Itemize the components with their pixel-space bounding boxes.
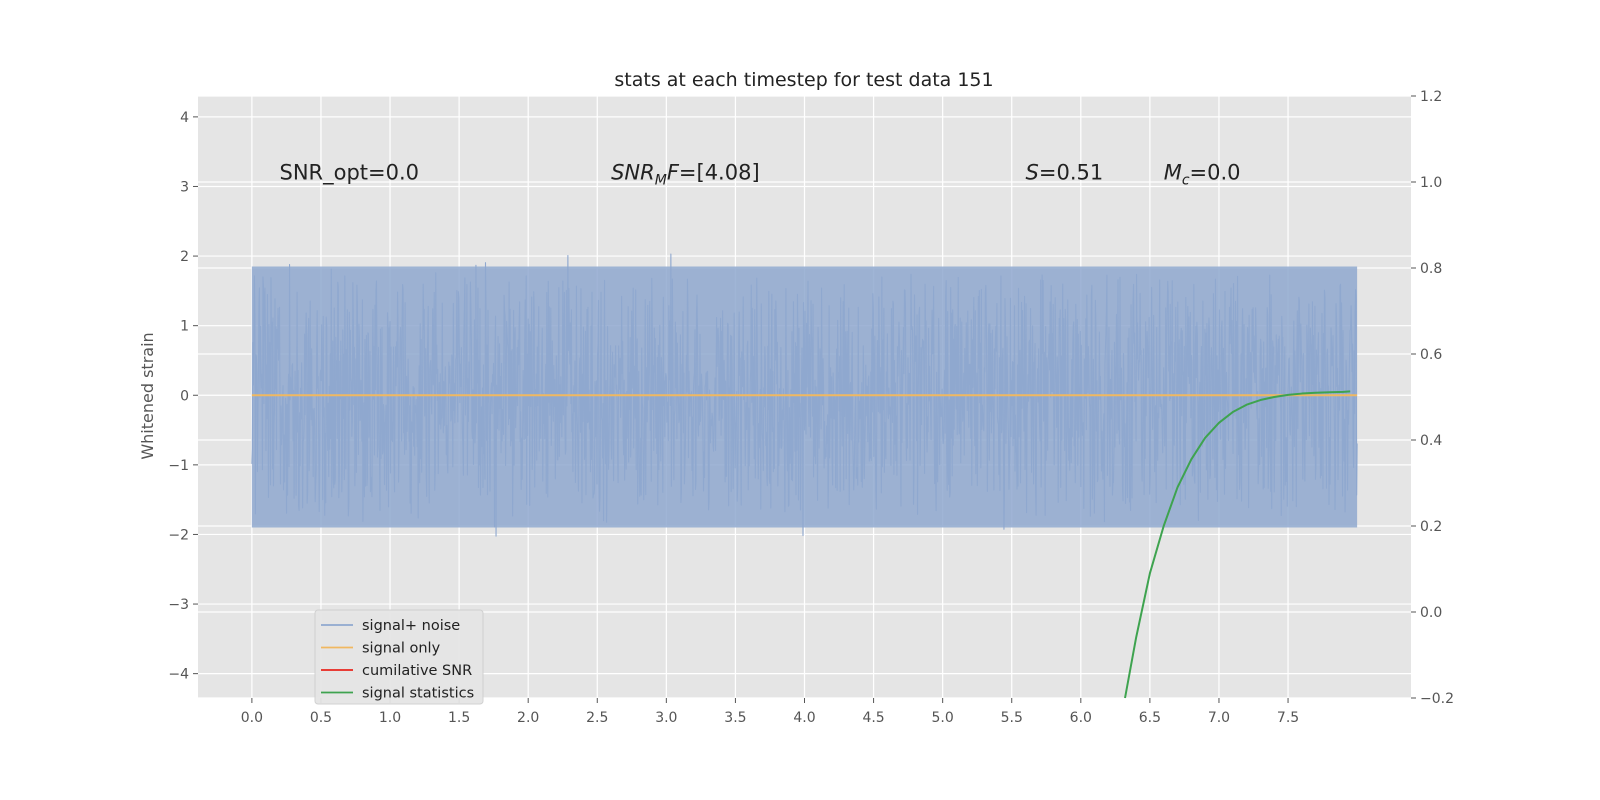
annotation-rest: =0.51 <box>1039 161 1103 185</box>
annotation-text: M <box>1164 161 1182 185</box>
y-tick-label: 1 <box>180 319 189 335</box>
y2-tick-label: 0.4 <box>1420 433 1442 449</box>
x-tick-label: 4.5 <box>862 710 884 726</box>
x-tick-label: 1.0 <box>379 710 401 726</box>
x-tick-label: 6.0 <box>1070 710 1092 726</box>
signal-noise-series <box>251 253 1358 537</box>
annotation-text: SNR_opt=0.0 <box>280 161 420 186</box>
y-tick-label: 4 <box>180 110 189 126</box>
annotation: S=0.51 <box>1026 161 1104 185</box>
y-axis-ticks: −4 −3 −2 −1 0 1 2 3 4 <box>168 110 198 683</box>
series-line-signal-statistics <box>1124 390 1351 699</box>
annotation-italic: F <box>667 161 680 185</box>
x-tick-label: 6.5 <box>1139 710 1161 726</box>
legend-entry: signal+ noise <box>362 618 460 634</box>
y-tick-label: −1 <box>168 458 189 474</box>
y-axis-label: Whitened strain <box>138 332 157 459</box>
line-series-layer <box>251 390 1358 699</box>
y2-tick-label: 0.0 <box>1420 605 1442 621</box>
x-tick-label: 0.0 <box>241 710 263 726</box>
annotation-rest: F=[4.08] <box>667 161 760 185</box>
legend: signal+ noise signal only cumilative SNR si… <box>314 609 484 705</box>
annotation: Mc=0.0 <box>1164 161 1241 189</box>
annotation-rest: =0.0 <box>1190 161 1241 185</box>
annotation: SNRMF=[4.08] <box>611 161 760 189</box>
annotation-text: S <box>1026 161 1039 185</box>
x-tick-label: 5.0 <box>932 710 954 726</box>
x-axis-ticks: 0.0 0.5 1.0 1.5 2.0 2.5 3.0 3.5 4.0 4.5 5.0 5.5 6.0 6… <box>241 698 1299 726</box>
y2-tick-label: −0.2 <box>1420 691 1454 707</box>
x-tick-label: 2.5 <box>586 710 608 726</box>
y-tick-label: −3 <box>168 597 189 613</box>
y-tick-label: −2 <box>168 527 189 543</box>
legend-entry: signal only <box>362 641 441 657</box>
y2-tick-label: 1.0 <box>1420 175 1442 191</box>
series-line-signal-noise <box>251 253 1358 537</box>
legend-box <box>314 609 484 705</box>
x-tick-label: 2.0 <box>517 710 539 726</box>
x-tick-label: 7.0 <box>1208 710 1230 726</box>
x-tick-label: 4.0 <box>793 710 815 726</box>
legend-entry: cumilative SNR <box>362 663 472 679</box>
y-tick-label: −4 <box>168 667 189 683</box>
y-tick-label: 0 <box>180 388 189 404</box>
x-tick-label: 5.5 <box>1001 710 1023 726</box>
y2-tick-label: 0.6 <box>1420 347 1442 363</box>
annotation-value: =[4.08] <box>679 161 760 185</box>
x-tick-label: 1.5 <box>448 710 470 726</box>
x-tick-label: 7.5 <box>1277 710 1299 726</box>
y2-tick-label: 0.8 <box>1420 261 1442 277</box>
x-tick-label: 0.5 <box>310 710 332 726</box>
y2-tick-label: 0.2 <box>1420 519 1442 535</box>
annotations: SNR_opt=0.0 SNRMF=[4.08] S=0.51 Mc=0.0 <box>280 161 1241 189</box>
legend-entry: signal statistics <box>362 686 474 702</box>
annotation-text: SNR <box>611 161 655 185</box>
chart-title: stats at each timestep for test data 151 <box>614 69 993 91</box>
annotation-subscript: M <box>655 173 667 189</box>
x-tick-label: 3.5 <box>724 710 746 726</box>
y2-tick-label: 1.2 <box>1420 89 1442 105</box>
y-tick-label: 2 <box>180 249 189 265</box>
y-tick-label: 3 <box>180 179 189 195</box>
annotation-subscript: c <box>1182 173 1190 189</box>
annotation: SNR_opt=0.0 <box>280 161 420 186</box>
x-tick-label: 3.0 <box>655 710 677 726</box>
right-axis-ticks: −0.2 0.0 0.2 0.4 0.6 0.8 1.0 1.2 <box>1411 89 1454 707</box>
